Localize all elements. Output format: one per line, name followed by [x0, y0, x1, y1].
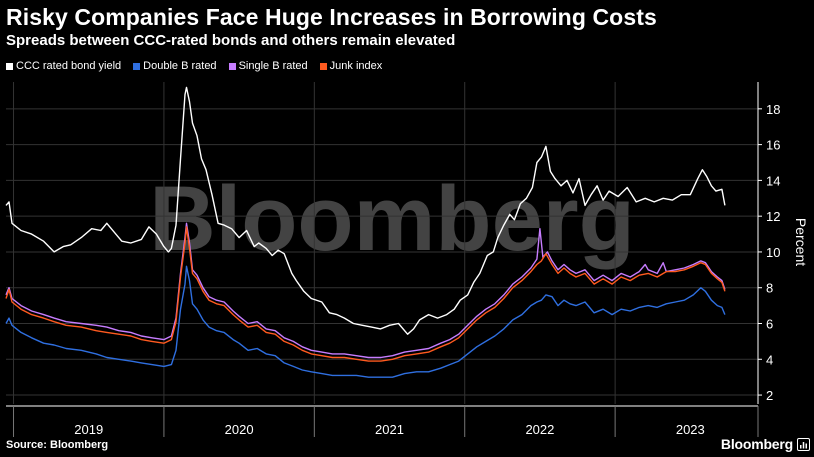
legend-item-junk: Junk index — [319, 60, 383, 72]
legend-item-ccc: CCC rated bond yield — [6, 60, 121, 72]
series-line-double-b — [5, 265, 726, 378]
watermark-text: Bloomberg — [149, 168, 635, 270]
series-line-single-b — [5, 222, 726, 359]
series-line-ccc — [5, 86, 726, 335]
x-tick-label: 2022 — [525, 422, 554, 437]
y-axis-label: Percent — [793, 218, 809, 266]
legend-swatch-junk — [319, 62, 327, 70]
series-layer — [5, 86, 726, 378]
legend-label-single-b: Single B rated — [238, 60, 308, 72]
chart-title: Risky Companies Face Huge Increases in B… — [6, 4, 657, 30]
legend-item-single-b: Single B rated — [228, 60, 308, 72]
series-line-junk — [5, 226, 726, 362]
legend-label-junk: Junk index — [329, 60, 383, 72]
legend-swatch-ccc — [6, 62, 13, 70]
x-tick-label: 2019 — [74, 422, 103, 437]
chart-subtitle: Spreads between CCC-rated bonds and othe… — [6, 32, 456, 49]
y-tick-label: 6 — [766, 317, 773, 332]
brand-name: Bloomberg — [720, 436, 793, 452]
bar-chart-icon — [797, 437, 810, 451]
legend-swatch-single-b — [228, 62, 236, 70]
x-tick-label: 2020 — [225, 422, 254, 437]
y-tick-label: 2 — [766, 388, 773, 403]
legend-swatch-double-b — [133, 62, 141, 70]
y-tick-label: 14 — [766, 173, 780, 188]
axis-layer: 2 4 6 8 10 12 14 16 18 2019 2020 2021 2022 2023 — [6, 82, 780, 437]
legend: CCC rated bond yield Double B rated Sing… — [6, 60, 382, 72]
y-tick-label: 10 — [766, 245, 780, 260]
y-tick-label: 16 — [766, 138, 780, 153]
x-tick-label: 2023 — [676, 422, 705, 437]
legend-item-double-b: Double B rated — [133, 60, 217, 72]
source-note: Source: Bloomberg — [6, 439, 109, 451]
x-tick-label: 2021 — [375, 422, 404, 437]
y-tick-label: 12 — [766, 209, 780, 224]
y-tick-label: 18 — [766, 102, 780, 117]
legend-label-double-b: Double B rated — [143, 60, 217, 72]
brand-logo: Bloomberg — [721, 436, 810, 452]
legend-label-ccc: CCC rated bond yield — [16, 60, 122, 72]
y-tick-label: 4 — [766, 352, 773, 367]
y-tick-label: 8 — [766, 281, 773, 296]
